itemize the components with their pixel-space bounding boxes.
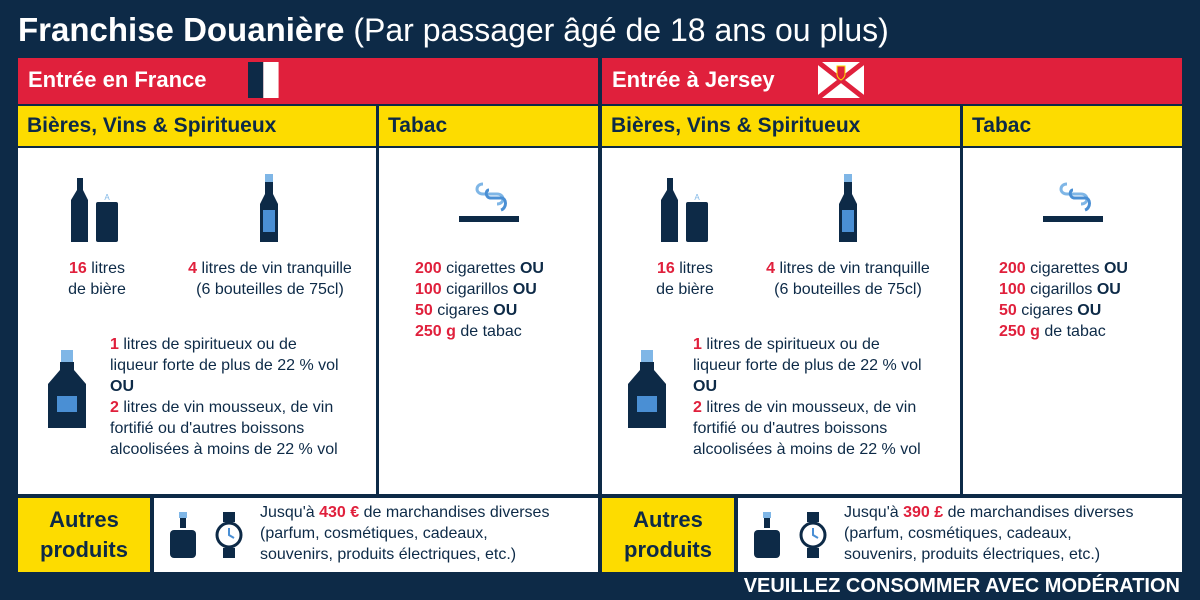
cigarette-icon (1043, 182, 1103, 222)
moderation-notice: VEUILLEZ CONSOMMER AVEC MODÉRATION (743, 575, 1180, 597)
perfume-icon (170, 512, 196, 558)
wine-allowance: 4 litres de vin tranquille (6 bouteilles… (188, 260, 352, 298)
france-other-heading: Autres produits (18, 498, 150, 572)
perfume-icon (754, 512, 780, 558)
jersey-flag-icon (818, 62, 864, 98)
svg-text:A: A (104, 193, 110, 202)
tobacco-allowance: 200 cigarettes OU 100 cigarillos OU 50 c… (415, 260, 544, 340)
france-heading: Entrée en France (28, 67, 207, 92)
jersey-other-box: Jusqu'à 390 £ de marchandises diverses (… (738, 498, 1182, 572)
france-other-box: Jusqu'à 430 € de marchandises diverses (… (154, 498, 598, 572)
other-allowance: Jusqu'à 430 € de marchandises diverses (… (260, 504, 550, 563)
jersey-heading: Entrée à Jersey (612, 67, 775, 92)
tobacco-allowance: 200 cigarettes OU 100 cigarillos OU 50 c… (999, 260, 1128, 340)
wine-bottle-icon (839, 174, 857, 242)
beer-allowance: 16 litres de bière (68, 260, 126, 298)
page-title: Franchise Douanière (Par passager âgé de… (18, 11, 889, 48)
watch-icon (799, 512, 827, 558)
spirits-bottle-icon (48, 350, 86, 428)
spirits-allowance: 1 litres de spiritueux ou de liqueur for… (110, 336, 339, 458)
cigarette-icon (459, 182, 519, 222)
france-alcohol-box: A 16 litres de bière 4 litres de vin tra… (18, 148, 376, 494)
watch-icon (215, 512, 243, 558)
france-header: Entrée en France (18, 58, 598, 104)
wine-bottle-icon (260, 174, 278, 242)
france-tobacco-heading: Tabac (379, 106, 598, 146)
wine-allowance: 4 litres de vin tranquille (6 bouteilles… (766, 260, 930, 298)
beer-bottle-can-icon: A (661, 178, 708, 242)
france-flag-icon (248, 62, 294, 98)
beer-allowance: 16 litres de bière (656, 260, 714, 298)
jersey-alcohol-heading: Bières, Vins & Spiritueux (602, 106, 960, 146)
other-allowance: Jusqu'à 390 £ de marchandises diverses (… (844, 504, 1134, 563)
jersey-header: Entrée à Jersey (602, 58, 1182, 104)
svg-text:A: A (694, 193, 700, 202)
beer-bottle-can-icon: A (71, 178, 118, 242)
spirits-bottle-icon (628, 350, 666, 428)
jersey-other-heading: Autres produits (602, 498, 734, 572)
spirits-allowance: 1 litres de spiritueux ou de liqueur for… (693, 336, 922, 458)
jersey-tobacco-heading: Tabac (963, 106, 1182, 146)
france-alcohol-heading: Bières, Vins & Spiritueux (18, 106, 376, 146)
france-panel: Entrée en France Bières, Vins & Spiritue… (18, 58, 598, 572)
jersey-tobacco-box: 200 cigarettes OU 100 cigarillos OU 50 c… (963, 148, 1182, 494)
jersey-panel: Entrée à Jersey Bières, Vins & Spiritueu… (602, 58, 1182, 572)
jersey-alcohol-box: A 16 litres de bière 4 litres de vin tra… (602, 148, 960, 494)
france-tobacco-box: 200 cigarettes OU 100 cigarillos OU 50 c… (379, 148, 598, 494)
